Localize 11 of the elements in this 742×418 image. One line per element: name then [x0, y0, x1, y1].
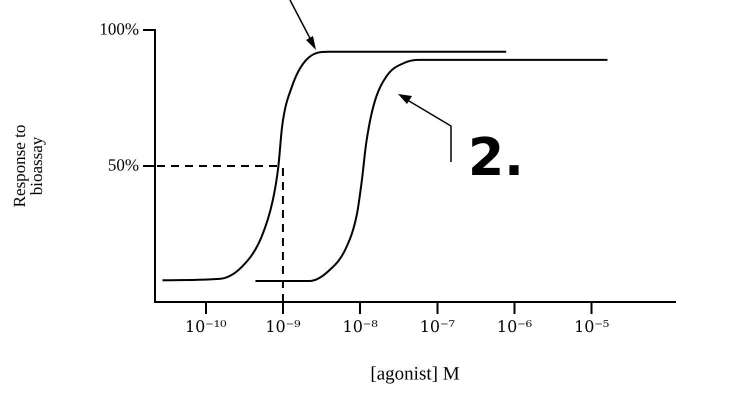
x-tick-label: 10⁻¹⁰: [184, 316, 227, 336]
y-tick-label: 100%: [99, 19, 139, 38]
x-tick-label: 10⁻⁸: [342, 316, 378, 336]
x-tick-label: 10⁻⁵: [574, 316, 610, 336]
y-axis-title: Response to bioassay: [10, 124, 46, 208]
x-tick-label: 10⁻⁹: [265, 316, 302, 336]
y-tick-label: 50%: [108, 155, 139, 174]
annotation: 2.: [468, 128, 524, 188]
x-tick-label: 10⁻⁷: [420, 316, 455, 336]
x-tick-label: 10⁻⁶: [496, 316, 532, 336]
x-axis-title: [agonist] M: [370, 364, 460, 385]
